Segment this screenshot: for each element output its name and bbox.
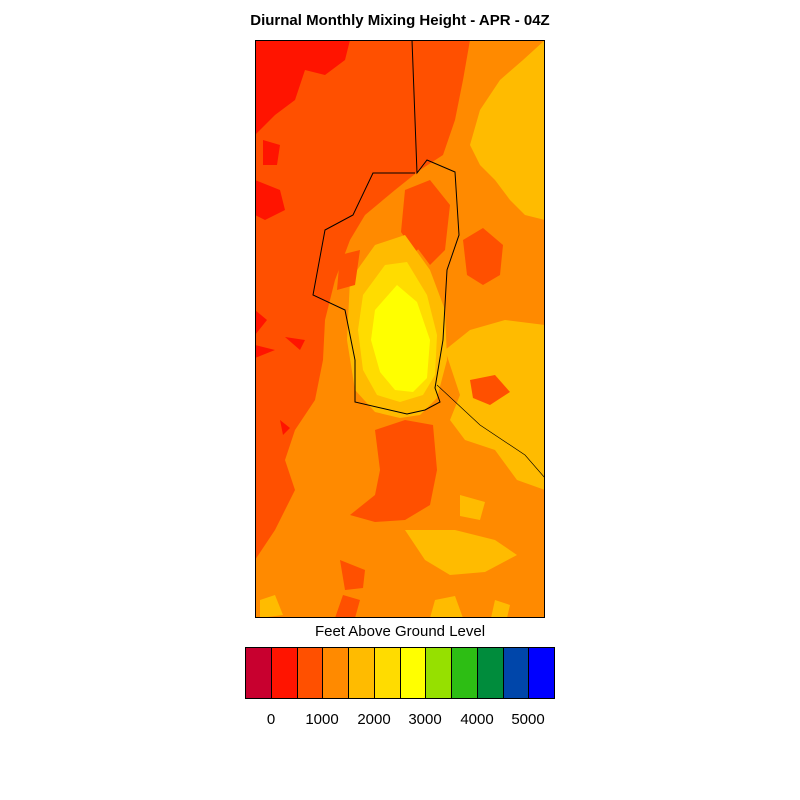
- colorbar-tick-label: 2000: [357, 711, 391, 728]
- colorbar-swatch: [271, 648, 298, 698]
- colorbar-tick-label: 0: [266, 711, 276, 728]
- contour-2500-se: [405, 530, 517, 575]
- colorbar-swatch: [246, 648, 272, 698]
- contour-1500-small-a: [340, 560, 365, 590]
- colorbar-swatch: [426, 648, 452, 698]
- contour-1500-south: [350, 420, 437, 522]
- colorbar-tick-label: 3000: [408, 711, 442, 728]
- mixing-height-map: [255, 40, 545, 618]
- colorbar-tick-label: 4000: [460, 711, 494, 728]
- colorbar-swatch: [374, 648, 401, 698]
- contour-1500-small-b: [335, 595, 360, 618]
- colorbar-title: Feet Above Ground Level: [314, 623, 486, 640]
- colorbar-swatch: [323, 648, 349, 698]
- contour-1500-east-patch: [470, 375, 510, 405]
- colorbar-tick-labels: 0 1000 2000 3000 4000 5000: [0, 711, 800, 731]
- contour-1000-w5: [285, 337, 305, 350]
- contour-2500-south-c: [491, 600, 510, 618]
- colorbar-tick-label: 5000: [511, 711, 545, 728]
- colorbar: [245, 647, 555, 699]
- contour-2500-east: [445, 320, 545, 490]
- county-boundary-line: [436, 384, 545, 479]
- contour-3000-core-inner: [371, 285, 430, 392]
- contour-1000-w2: [263, 140, 280, 165]
- map-title: Diurnal Monthly Mixing Height - APR - 04…: [250, 12, 550, 29]
- colorbar-swatch: [349, 648, 375, 698]
- colorbar-swatch: [297, 648, 324, 698]
- colorbar-tick-label: 1000: [305, 711, 339, 728]
- map-frame: [255, 40, 545, 618]
- contour-1000-w6: [280, 420, 290, 435]
- contour-1000-w3: [255, 310, 267, 335]
- contour-1000-nw: [255, 40, 350, 135]
- contour-2500-sw: [260, 595, 283, 618]
- colorbar-swatch: [503, 648, 530, 698]
- contour-1000-w1: [255, 180, 285, 220]
- colorbar-swatch: [400, 648, 427, 698]
- state-boundary-line: [312, 40, 460, 415]
- contour-2500-south-a: [460, 495, 485, 520]
- contour-1500-east-a: [463, 228, 503, 285]
- contour-2500-ne: [470, 40, 545, 220]
- colorbar-swatch: [477, 648, 504, 698]
- contour-1500-west: [255, 40, 470, 560]
- contour-1500-core-notch-a: [337, 250, 360, 290]
- colorbar-swatch: [529, 648, 554, 698]
- contour-2500-south-b: [430, 596, 463, 618]
- contour-1000-w4: [255, 345, 275, 358]
- colorbar-swatch: [452, 648, 478, 698]
- contour-1500-core-notch-b: [405, 180, 450, 265]
